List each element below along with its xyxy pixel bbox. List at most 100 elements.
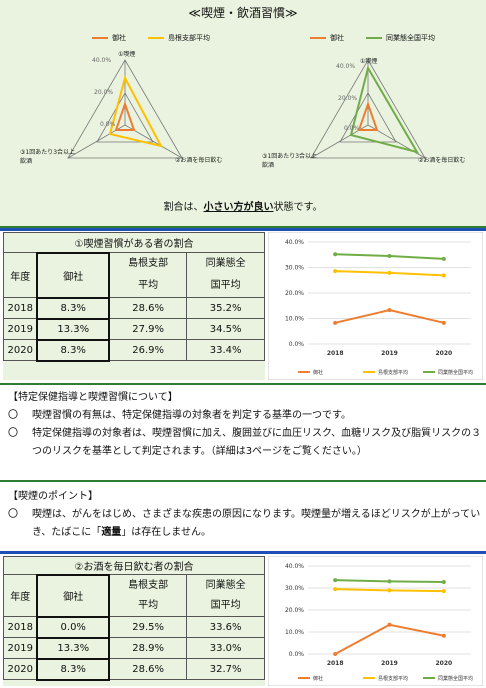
table-cell: 28.6% bbox=[108, 658, 188, 680]
info-text-post: 」は存在しません。 bbox=[121, 527, 212, 538]
info-text: 喫煙は、がんをはじめ、さまざまな疾患の原因になります。喫煙量が増えるほどリスクが… bbox=[32, 506, 482, 542]
y-tick-label: 40.0% bbox=[285, 239, 304, 246]
x-tick-label: 2018 bbox=[327, 350, 344, 357]
data-point bbox=[333, 252, 338, 257]
ratio-note: 割合は、小さい方が良い状態です。 bbox=[0, 198, 486, 213]
radar-right-legend: 御社 同業態全国平均 bbox=[310, 33, 435, 43]
legend-label: 島根支部平均 bbox=[378, 675, 408, 682]
ratio-note-pre: 割合は、 bbox=[163, 202, 204, 213]
table-header: 同業態全国平均 bbox=[186, 574, 265, 617]
radar-series-company bbox=[357, 100, 379, 131]
data-point bbox=[387, 254, 392, 259]
table1-panel: ①喫煙習慣がある者の割合 年度 御社 島根支部平均 同業態全国平均 2018 8… bbox=[3, 232, 265, 380]
table-cell: 2020 bbox=[3, 658, 38, 680]
legend-company: 御社 bbox=[330, 34, 344, 42]
table-cell: 2019 bbox=[3, 637, 38, 659]
radar-left-legend: 御社 島根支部平均 bbox=[92, 33, 210, 43]
section-divider bbox=[0, 480, 486, 482]
data-point bbox=[441, 273, 446, 278]
table-row: 2020 8.3% 28.6% 32.7% bbox=[3, 657, 265, 681]
table-cell: 8.3% bbox=[36, 657, 111, 681]
radar-left-chart bbox=[67, 59, 183, 159]
table-cell: 2019 bbox=[3, 318, 38, 340]
line-chart-drinking: 0.0% 10.0% 20.0% 30.0% 40.0% 2018 2019 2020 御社 島根… bbox=[268, 556, 483, 686]
table-cell: 28.6% bbox=[108, 297, 188, 319]
data-point bbox=[333, 652, 338, 656]
table-row: 2019 13.3% 27.9% 34.5% bbox=[3, 317, 265, 341]
radar-tick: 40.0% bbox=[336, 63, 356, 70]
line-chart-smoking: 0.0% 10.0% 20.0% 30.0% 40.0% 2018 2019 2020 御社 島根… bbox=[268, 232, 483, 380]
section-divider bbox=[0, 551, 486, 554]
legend-swatch-company bbox=[310, 37, 326, 39]
radar-right-chart bbox=[310, 59, 426, 159]
x-tick-label: 2019 bbox=[381, 350, 398, 357]
data-point bbox=[333, 269, 338, 274]
info-item: 〇 特定保健指導の対象者は、喫煙習慣に加え、腹囲並びに血圧リスク、血糖リスク及び… bbox=[8, 425, 482, 461]
table-cell: 13.3% bbox=[36, 636, 111, 660]
y-tick-label: 0.0% bbox=[289, 341, 305, 348]
data-point bbox=[441, 320, 446, 325]
radar-grid-outer bbox=[310, 59, 426, 159]
table-title: ①喫煙習慣がある者の割合 bbox=[3, 232, 265, 253]
radar-axis-label: ①喫煙 bbox=[360, 58, 378, 65]
table-cell: 33.6% bbox=[186, 616, 265, 638]
data-point bbox=[387, 270, 392, 275]
radar-axis-label: ③1回あたり3合以上飲酒 bbox=[20, 149, 76, 165]
table-header: 同業態全国平均 bbox=[186, 252, 265, 298]
radar-tick: 0.0% bbox=[100, 121, 116, 128]
table-header: 島根支部平均 bbox=[108, 574, 188, 617]
data-point bbox=[441, 580, 446, 585]
info-text-pre: 喫煙は、がんをはじめ、さまざまな疾患の原因になります。喫煙量が増えるほどリスクが… bbox=[32, 509, 481, 538]
page-title: ≪喫煙・飲酒習慣≫ bbox=[188, 6, 298, 20]
legend-label: 同業態全国平均 bbox=[438, 369, 473, 376]
data-point bbox=[441, 589, 446, 594]
legend-national: 同業態全国平均 bbox=[386, 34, 435, 42]
data-point bbox=[333, 320, 338, 325]
bullet: 〇 bbox=[8, 428, 18, 439]
table-header: 御社 bbox=[36, 573, 111, 618]
data-point bbox=[387, 308, 392, 313]
x-tick-label: 2020 bbox=[435, 350, 452, 357]
radar-grid-mid bbox=[96, 92, 154, 143]
y-tick-label: 30.0% bbox=[285, 265, 304, 272]
y-tick-label: 20.0% bbox=[285, 607, 304, 614]
radar-series-company bbox=[114, 100, 136, 131]
ratio-note-bold: 小さい方が良い bbox=[203, 202, 274, 213]
data-point bbox=[387, 579, 392, 584]
data-point bbox=[333, 587, 338, 592]
y-tick-label: 30.0% bbox=[285, 585, 304, 592]
x-tick-label: 2019 bbox=[381, 660, 398, 667]
info-heading: 【特定保健指導と喫煙習慣について】 bbox=[8, 392, 178, 403]
info-item: 〇 喫煙習慣の有無は、特定保健指導の対象者を判定する基準の一つです。 bbox=[8, 407, 482, 425]
radar-axis-label: ②お酒を毎日飲む bbox=[418, 157, 466, 164]
chart-background bbox=[268, 556, 483, 686]
radar-grid-mid bbox=[339, 92, 397, 143]
radar-grid-outer bbox=[67, 59, 183, 159]
radar-tick: 20.0% bbox=[338, 95, 358, 102]
info-block-smoking-point: 【喫煙のポイント】 〇 喫煙は、がんをはじめ、さまざまな疾患の原因になります。喫… bbox=[8, 488, 482, 542]
top-section bbox=[0, 0, 486, 228]
info-heading: 【喫煙のポイント】 bbox=[8, 491, 98, 502]
data-point bbox=[441, 633, 446, 638]
legend-swatch-national bbox=[366, 37, 382, 39]
radar-axis-label: ②お酒を毎日飲む bbox=[175, 157, 223, 164]
radar-tick: 40.0% bbox=[92, 57, 112, 64]
table-cell: 8.3% bbox=[36, 296, 111, 320]
legend-label: 同業態全国平均 bbox=[438, 675, 473, 682]
info-text-bold: 適量 bbox=[101, 527, 122, 538]
legend-company: 御社 bbox=[112, 34, 126, 42]
table-cell: 8.3% bbox=[36, 338, 111, 362]
table-cell: 0.0% bbox=[36, 615, 111, 639]
y-tick-label: 20.0% bbox=[285, 290, 304, 297]
table-cell: 2018 bbox=[3, 297, 38, 319]
radar-tick: 20.0% bbox=[94, 89, 114, 96]
chart-background bbox=[268, 232, 483, 380]
info-item: 〇 喫煙は、がんをはじめ、さまざまな疾患の原因になります。喫煙量が増えるほどリス… bbox=[8, 506, 482, 542]
table-cell: 2018 bbox=[3, 616, 38, 638]
radar-axis-label: ③1回あたり3合以上飲酒 bbox=[262, 153, 318, 169]
data-point bbox=[333, 578, 338, 583]
table-header: 御社 bbox=[36, 251, 111, 299]
x-tick-label: 2020 bbox=[435, 660, 452, 667]
table-cell: 13.3% bbox=[36, 317, 111, 341]
radar-series-shimane bbox=[108, 75, 163, 148]
